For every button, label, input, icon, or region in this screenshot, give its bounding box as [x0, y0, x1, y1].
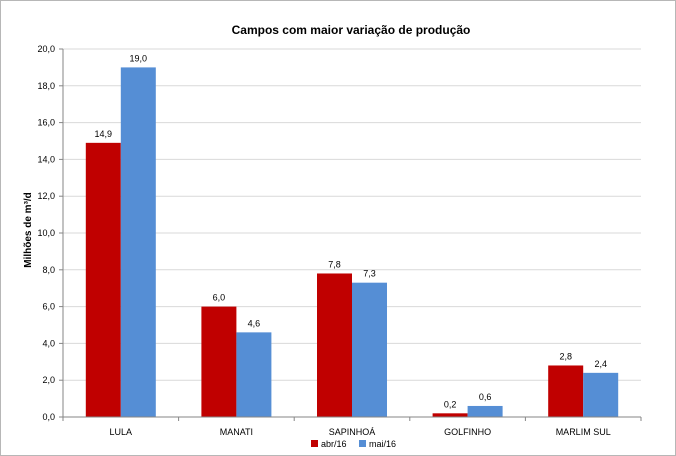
y-tick-label: 8,0: [42, 265, 55, 275]
data-label: 7,3: [363, 269, 376, 279]
x-tick-label: GOLFINHO: [444, 427, 491, 437]
bar-mai-16-manati: [236, 332, 272, 417]
y-axis-label: Milhões de m³/d: [23, 192, 34, 268]
legend: abr/16 mai/16: [311, 439, 396, 449]
x-tick-label: MANATI: [220, 427, 253, 437]
y-tick-label: 14,0: [37, 154, 55, 164]
x-tick-label: MARLIM SUL: [556, 427, 611, 437]
data-label: 2,4: [594, 359, 607, 369]
y-axis-ticks: 0,0 2,0 4,0 6,0 8,0 10,0 12,0 14,0 16,0 18,0 20,0: [37, 44, 63, 422]
bars: [85, 67, 619, 418]
data-labels: 14,9 19,0 6,0 4,6 7,8 7,3 0,2 0,6 2,8 2,4: [95, 53, 607, 409]
y-tick-label: 6,0: [42, 302, 55, 312]
legend-label: mai/16: [369, 439, 396, 449]
data-label: 6,0: [213, 293, 226, 303]
bar-abr-16-marlim-sul: [548, 365, 584, 417]
legend-swatch-mai-16: [359, 440, 366, 447]
bar-abr-16-manati: [201, 306, 237, 417]
bar-abr-16-golfinho: [432, 413, 468, 417]
y-tick-label: 18,0: [37, 81, 55, 91]
data-label: 0,2: [444, 399, 457, 409]
grid-lines: [63, 48, 641, 418]
y-tick-label: 4,0: [42, 338, 55, 348]
bar-mai-16-lula: [120, 67, 156, 418]
chart-title: Campos com maior variação de produção: [232, 23, 471, 37]
bar-mai-16-sapinhoá: [352, 282, 387, 417]
bar-abr-16-sapinhoá: [317, 273, 352, 417]
data-label: 0,6: [479, 392, 492, 402]
legend-label: abr/16: [321, 439, 347, 449]
bar-mai-16-marlim-sul: [583, 372, 619, 417]
x-axis-ticks: LULA MANATI SAPINHOÁ GOLFINHO MARLIM SUL: [62, 417, 642, 437]
x-tick-label: SAPINHOÁ: [329, 427, 376, 437]
x-tick-label: LULA: [110, 427, 133, 437]
data-label: 14,9: [95, 129, 113, 139]
legend-swatch-abr-16: [311, 440, 318, 447]
y-tick-label: 2,0: [42, 375, 55, 385]
y-tick-label: 10,0: [37, 228, 55, 238]
y-tick-label: 0,0: [42, 412, 55, 422]
bar-mai-16-golfinho: [467, 405, 503, 417]
y-tick-label: 12,0: [37, 191, 55, 201]
bar-abr-16-lula: [85, 142, 121, 417]
data-label: 2,8: [559, 351, 572, 361]
y-tick-label: 16,0: [37, 118, 55, 128]
y-tick-label: 20,0: [37, 44, 55, 54]
data-label: 7,8: [328, 259, 341, 269]
axes: [62, 49, 641, 418]
data-label: 19,0: [130, 53, 148, 63]
data-label: 4,6: [248, 318, 261, 328]
